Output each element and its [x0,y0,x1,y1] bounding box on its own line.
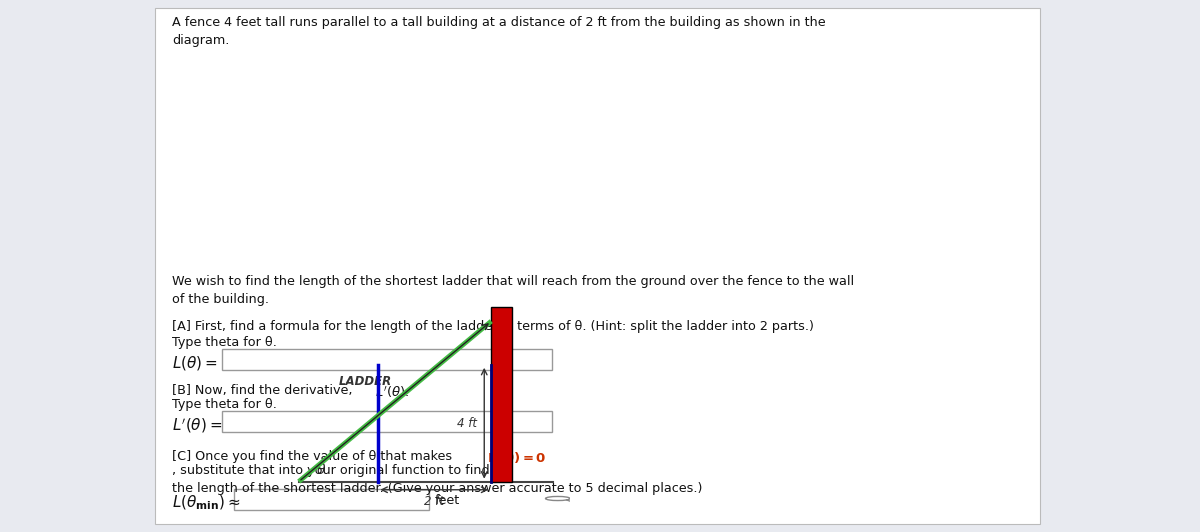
Text: A fence 4 feet tall runs parallel to a tall building at a distance of 2 ft from : A fence 4 feet tall runs parallel to a t… [172,16,826,47]
Text: , substitute that into your original function to find
the length of the shortest: , substitute that into your original fun… [172,464,702,495]
Text: $\mathbf{L'(\theta) = 0}$: $\mathbf{L'(\theta) = 0}$ [487,450,546,466]
Text: 4 ft: 4 ft [457,417,478,430]
Text: $\theta$: $\theta$ [317,462,326,477]
FancyBboxPatch shape [222,349,552,370]
Text: [B] Now, find the derivative,: [B] Now, find the derivative, [172,384,360,397]
Text: $L(\theta_{\mathbf{min}}) \approx$: $L(\theta_{\mathbf{min}}) \approx$ [172,494,241,512]
Text: Type theta for θ.: Type theta for θ. [172,336,277,349]
Text: [C] Once you find the value of θ that makes: [C] Once you find the value of θ that ma… [172,450,456,463]
Text: $L(\theta) =$: $L(\theta) =$ [172,354,218,372]
Text: $L'(\theta) =$: $L'(\theta) =$ [172,416,222,435]
Text: feet: feet [436,494,461,507]
Text: Type theta for θ.: Type theta for θ. [172,398,277,411]
Text: LADDER: LADDER [338,375,391,388]
Text: [A] First, find a formula for the length of the ladder in terms of θ. (Hint: spl: [A] First, find a formula for the length… [172,320,814,333]
FancyBboxPatch shape [234,489,430,510]
Text: 2 ft: 2 ft [425,495,444,508]
Text: We wish to find the length of the shortest ladder that will reach from the groun: We wish to find the length of the shorte… [172,275,854,306]
Text: $L'(\theta)$.: $L'(\theta)$. [374,384,409,400]
FancyBboxPatch shape [222,411,552,432]
Bar [491,306,512,481]
FancyBboxPatch shape [155,8,1040,524]
